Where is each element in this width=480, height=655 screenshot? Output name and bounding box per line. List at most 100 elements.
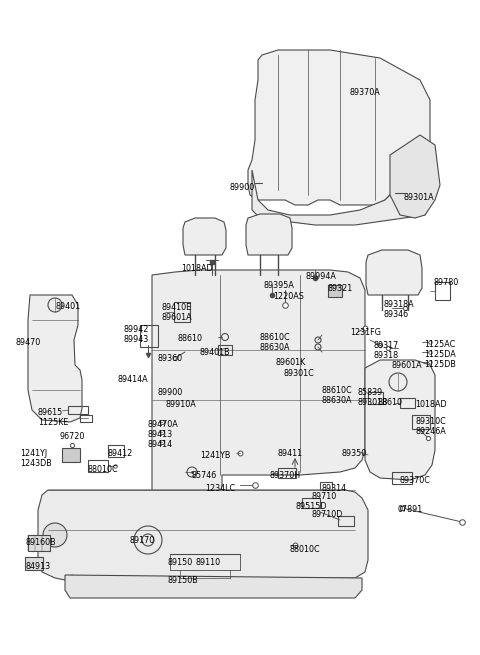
Text: 88630A: 88630A [322, 396, 352, 405]
Polygon shape [246, 214, 292, 255]
Text: 89710: 89710 [311, 492, 336, 501]
Text: 88610: 88610 [178, 334, 203, 343]
Text: 1220AS: 1220AS [273, 292, 304, 301]
Text: 89310C: 89310C [415, 417, 446, 426]
Text: 89601A: 89601A [161, 313, 192, 322]
Text: 85746: 85746 [192, 471, 217, 480]
Text: 1241YB: 1241YB [200, 451, 230, 460]
Bar [174, 302, 190, 322]
Bar [412, 415, 430, 429]
Polygon shape [28, 295, 82, 422]
Text: 89346: 89346 [383, 310, 408, 319]
Text: 89410E: 89410E [161, 303, 191, 312]
Text: 89601K: 89601K [275, 358, 305, 367]
Text: 88010C: 88010C [88, 465, 119, 474]
Bar [25, 557, 43, 570]
Text: 89414A: 89414A [118, 375, 149, 384]
Bar [368, 392, 383, 404]
Bar [278, 468, 296, 478]
Text: 89301A: 89301A [404, 193, 434, 202]
Polygon shape [65, 575, 362, 598]
Text: 1125KE: 1125KE [38, 418, 68, 427]
Bar [400, 398, 415, 408]
Text: 89401B: 89401B [200, 348, 230, 357]
Text: 89615: 89615 [38, 408, 63, 417]
Text: 1231FG: 1231FG [350, 328, 381, 337]
Bar [80, 415, 92, 422]
Text: 89370H: 89370H [270, 471, 301, 480]
Text: 85839: 85839 [358, 388, 383, 397]
Text: 89318: 89318 [374, 351, 399, 360]
Text: 1125DB: 1125DB [424, 360, 456, 369]
Text: 07891: 07891 [398, 505, 423, 514]
Bar [88, 460, 108, 472]
Polygon shape [183, 218, 226, 255]
Polygon shape [365, 360, 435, 480]
Text: 89910A: 89910A [165, 400, 196, 409]
Text: 89370C: 89370C [400, 476, 431, 485]
Text: 89314: 89314 [322, 484, 347, 493]
Text: 89150B: 89150B [168, 576, 199, 585]
Bar [28, 535, 50, 551]
Text: 89317: 89317 [374, 341, 399, 350]
Polygon shape [390, 135, 440, 218]
Bar [328, 285, 342, 297]
Text: 89411: 89411 [278, 449, 303, 458]
Bar [392, 472, 412, 484]
Text: 89301B: 89301B [358, 398, 389, 407]
Text: 89710D: 89710D [311, 510, 342, 519]
Text: 1125AC: 1125AC [424, 340, 455, 349]
Text: 89601A: 89601A [392, 361, 422, 370]
Polygon shape [252, 170, 432, 225]
Text: 1234LC: 1234LC [205, 484, 235, 493]
Text: 89470A: 89470A [148, 420, 179, 429]
Bar [320, 482, 332, 490]
Polygon shape [38, 490, 368, 580]
Text: 89318A: 89318A [383, 300, 414, 309]
Text: 89360: 89360 [158, 354, 183, 363]
Text: 1243DB: 1243DB [20, 459, 52, 468]
Text: 89401: 89401 [56, 302, 81, 311]
Text: 88610: 88610 [378, 398, 403, 407]
Circle shape [43, 523, 67, 547]
Text: 88630A: 88630A [260, 343, 290, 352]
Text: 88610C: 88610C [322, 386, 353, 395]
Polygon shape [248, 50, 430, 205]
Bar [218, 345, 232, 355]
Polygon shape [152, 270, 365, 508]
Text: 89170: 89170 [130, 536, 155, 545]
Text: 1018AD: 1018AD [181, 264, 213, 273]
Text: 88010C: 88010C [290, 545, 321, 554]
Text: 89370A: 89370A [349, 88, 380, 97]
Text: 89110: 89110 [196, 558, 221, 567]
Text: 89943: 89943 [123, 335, 148, 344]
Text: 89246A: 89246A [415, 427, 446, 436]
Text: 89395A: 89395A [264, 281, 295, 290]
Text: 84913: 84913 [25, 562, 50, 571]
Text: 1125DA: 1125DA [424, 350, 456, 359]
Text: 1018AD: 1018AD [415, 400, 446, 409]
Text: 89515D: 89515D [296, 502, 327, 511]
Text: 88610C: 88610C [260, 333, 290, 342]
Text: 89413: 89413 [148, 430, 173, 439]
Text: 89470: 89470 [15, 338, 40, 347]
Text: 89942: 89942 [123, 325, 148, 334]
Text: 89412: 89412 [108, 449, 133, 458]
Polygon shape [366, 250, 422, 295]
Text: 96720: 96720 [60, 432, 85, 441]
Text: 89900: 89900 [230, 183, 255, 192]
Text: 89321: 89321 [328, 284, 353, 293]
Bar [140, 325, 158, 347]
Text: 1241YJ: 1241YJ [20, 449, 47, 458]
Bar [338, 516, 354, 526]
Text: 89780: 89780 [434, 278, 459, 287]
Bar [108, 445, 124, 457]
Text: 89301C: 89301C [284, 369, 315, 378]
Bar [62, 448, 80, 462]
Text: 89900: 89900 [158, 388, 183, 397]
Bar [435, 282, 450, 300]
Text: 89994A: 89994A [305, 272, 336, 281]
Bar [302, 498, 320, 508]
Bar [68, 406, 88, 414]
Text: 89350: 89350 [342, 449, 367, 458]
